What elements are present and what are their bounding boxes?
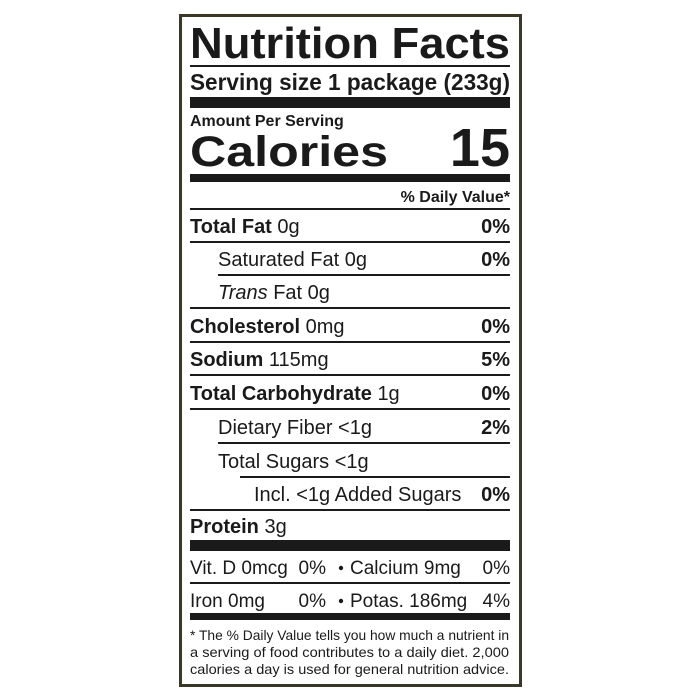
nutrient-dv: 0% [481,316,510,338]
vitamin-amount: 0mcg [241,558,287,579]
nutrient-row: Cholesterol 0mg [190,316,345,338]
bullet [338,565,344,571]
nutrient-amount: 1g [377,383,399,405]
vitamin-label: Vit. D [190,558,236,579]
nutrient-row: Trans Fat 0g [218,282,330,304]
thick-rule [190,97,510,108]
vitamin-label: Calcium [350,558,419,579]
nutrient-name: Total Fat [190,216,272,238]
thick-rule [190,174,510,182]
nutrient-name: Total Carbohydrate [190,383,372,405]
vitamin-label: Potas. [350,591,404,612]
nutrient-name: Dietary Fiber [218,417,333,439]
vitamin-amount: 0mg [228,591,265,612]
nutrient-row: Total Sugars <1g [218,451,369,473]
vitamin-dv: 0% [299,591,327,612]
title: Nutrition Facts [190,19,510,68]
vitamin-dv: 0% [299,558,327,579]
rule [190,509,510,511]
rule [190,307,510,309]
rule [218,274,510,276]
vitamin-name: Calcium 9mg [350,558,461,579]
label-border [179,14,522,687]
calories-label: Calories [190,128,388,176]
nutrient-row: Dietary Fiber <1g [218,417,372,439]
nutrient-amount: 115mg [269,349,329,371]
nutrient-dv: 0% [481,383,510,405]
rule [190,208,510,210]
daily-value-header: % Daily Value* [401,189,511,206]
nutrient-dv: 0% [481,484,510,506]
nutrient-name: Incl. <1g Added Sugars [254,484,461,506]
rule [190,241,510,243]
nutrient-name: Saturated Fat [218,249,340,271]
thick-rule [190,613,510,620]
calories-value: 15 [450,118,510,178]
nutrient-dv: 2% [481,417,510,439]
serving-label: Serving size [190,69,322,95]
rule [190,374,510,376]
nutrient-amount: 0g [277,216,299,238]
nutrient-row: Total Carbohydrate 1g [190,383,400,405]
nutrient-amount: 0mg [306,316,345,338]
serving-size: Serving size 1 package (233g) [190,69,510,95]
nutrient-name: Protein [190,516,259,538]
nutrient-dv: 5% [481,349,510,371]
rule [190,582,510,584]
nutrient-amount: <1g [335,451,369,473]
nutrient-row: Saturated Fat 0g [218,249,367,271]
rule [218,442,510,444]
nutrient-row: Sodium 115mg [190,349,329,371]
nutrient-name: Total Sugars [218,451,329,473]
footnote-line: a serving of food contributes to a daily… [190,644,509,660]
nutrient-row: Incl. <1g Added Sugars [254,484,461,506]
bullet [338,598,344,604]
vitamin-amount: 9mg [424,558,461,579]
nutrient-name: Sodium [190,349,263,371]
nutrient-dv: 0% [481,216,510,238]
nutrient-amount: 0g [345,249,367,271]
nutrient-amount: 3g [264,516,286,538]
vitamin-amount: 186mg [409,591,467,612]
vitamin-name: Iron 0mg [190,591,265,612]
nutrient-dv: 0% [481,249,510,271]
thick-rule [190,540,510,551]
nutrient-amount: 0g [308,282,330,304]
vitamin-dv: 4% [483,591,511,612]
nutrient-amount: <1g [338,417,372,439]
rule [190,408,510,410]
nutrient-name: Cholesterol [190,316,300,338]
amount-per-serving: Amount Per Serving [190,113,344,130]
nutrient-row: Protein 3g [190,516,287,538]
nutrient-name: Fat [273,282,302,304]
footnote-line: * The % Daily Value tells you how much a… [190,627,509,643]
vitamin-label: Iron [190,591,223,612]
rule [240,476,510,478]
serving-value: 1 package (233g) [328,69,510,95]
footnote-line: calories a day is used for general nutri… [190,661,509,677]
nutrient-prefix: Trans [218,282,268,304]
rule [190,65,510,67]
rule [190,341,510,343]
vitamin-dv: 0% [483,558,511,579]
vitamin-name: Potas. 186mg [350,591,467,612]
nutrient-row: Total Fat 0g [190,216,300,238]
vitamin-name: Vit. D 0mcg [190,558,288,579]
